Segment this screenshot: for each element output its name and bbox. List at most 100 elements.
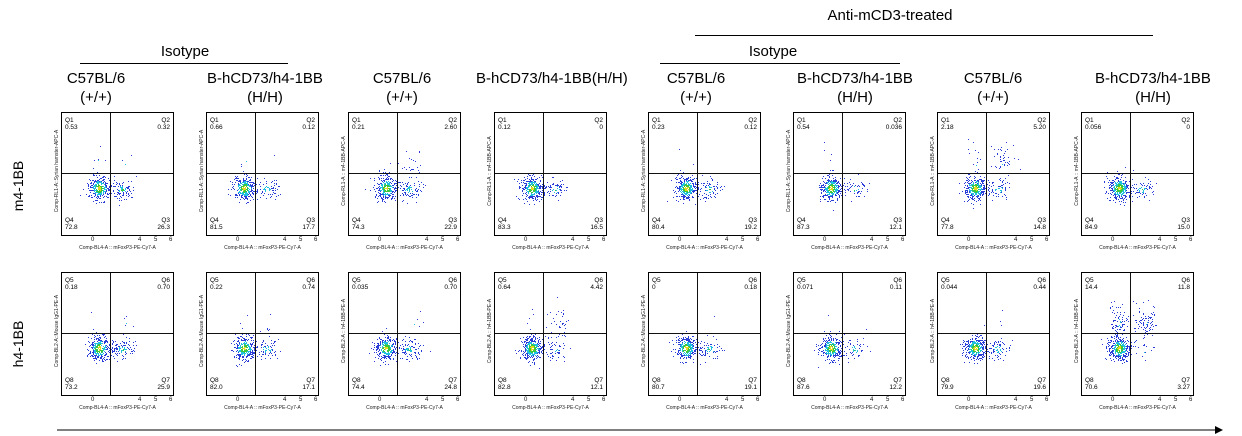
event-dot [395, 187, 396, 189]
event-dot [688, 188, 690, 190]
event-dot [1136, 187, 1138, 189]
event-dot [410, 195, 412, 197]
event-dot [410, 188, 412, 190]
event-dot [532, 188, 533, 190]
event-dot [111, 339, 113, 341]
event-dot [246, 334, 248, 335]
event-dot [837, 194, 839, 196]
event-dot [387, 190, 389, 192]
quadrant-label-q2: Q2 0.12 [302, 117, 315, 131]
event-dot [995, 190, 997, 192]
event-dot [978, 151, 980, 153]
quadrant-label-q8: Q8 82.0 [210, 377, 223, 391]
event-dot [278, 194, 280, 196]
event-dot [90, 355, 92, 357]
event-dot [681, 191, 682, 193]
row-label-m4-1bb: m4-1BB [10, 160, 26, 212]
event-dot [125, 164, 127, 166]
event-dot [259, 181, 261, 183]
event-dot [679, 186, 681, 188]
x-tick-label: 6 [756, 237, 760, 243]
event-dot [982, 184, 984, 186]
event-dot [535, 191, 537, 193]
quadrant-name: Q4 [352, 217, 361, 224]
event-dot [1128, 185, 1130, 187]
event-dot [124, 345, 126, 347]
event-dot [972, 195, 974, 197]
event-dot [98, 187, 100, 189]
event-dot [409, 187, 411, 189]
event-dot [113, 349, 115, 351]
event-dot [119, 184, 121, 186]
event-dot [533, 203, 535, 205]
quadrant-label-q3: Q3 26.3 [157, 217, 170, 231]
event-dot [1009, 187, 1011, 189]
event-dot [691, 192, 692, 194]
x-tick-label: 4 [283, 237, 287, 243]
event-dot [1003, 183, 1005, 185]
event-dot [999, 156, 1001, 158]
event-dot [124, 341, 125, 343]
event-dot [103, 181, 105, 183]
event-dot [88, 337, 90, 339]
event-dot [118, 190, 120, 192]
event-dot [122, 194, 124, 196]
event-dot [1145, 193, 1146, 194]
event-dot [1132, 200, 1133, 202]
event-dot [821, 188, 823, 190]
event-dot [710, 176, 711, 178]
event-dot [257, 356, 259, 357]
event-dot [374, 347, 376, 349]
event-dot [251, 343, 253, 344]
event-dot [401, 185, 403, 187]
event-dot [980, 176, 982, 178]
event-dot [91, 183, 93, 184]
event-dot [97, 187, 99, 188]
plot-area: Q1 0.23 Q2 0.12 Q4 80.4 Q3 19.2 [648, 112, 761, 236]
event-dot [250, 185, 251, 187]
event-dot [525, 186, 527, 188]
column-name: C57BL/6 [372, 70, 432, 87]
event-dot [818, 187, 820, 189]
event-dot [530, 190, 531, 192]
event-dot [239, 185, 241, 187]
event-dot [981, 191, 983, 193]
event-dot [1004, 186, 1006, 188]
event-dot [681, 188, 683, 190]
event-dot [1126, 195, 1128, 197]
event-dot [392, 187, 394, 189]
event-dot [832, 192, 834, 194]
event-dot [1001, 195, 1003, 197]
event-dot [409, 355, 411, 357]
event-dot [276, 357, 278, 359]
event-dot [534, 185, 536, 187]
event-dot [976, 180, 978, 182]
event-dot [972, 183, 974, 185]
event-dot [832, 196, 833, 198]
event-dot [693, 186, 694, 188]
event-dot [698, 189, 700, 191]
event-dot [969, 194, 971, 196]
quadrant-value: 12.1 [889, 224, 902, 231]
event-dot [972, 164, 974, 166]
event-dot [87, 195, 89, 197]
event-dot [987, 195, 989, 197]
event-dot [1120, 204, 1121, 206]
event-dot [1142, 191, 1144, 193]
event-dot [106, 186, 108, 188]
event-dot [249, 185, 250, 187]
event-dot [1002, 181, 1003, 182]
event-dot [1149, 183, 1151, 185]
event-dot [524, 188, 526, 190]
event-dot [394, 349, 396, 350]
event-dot [95, 352, 97, 354]
event-dot [999, 180, 1001, 182]
event-dot [387, 193, 389, 195]
event-dot [1123, 188, 1125, 190]
event-dot [836, 185, 838, 187]
event-dot [383, 181, 385, 183]
event-dot [536, 196, 538, 198]
event-dot [692, 191, 694, 193]
event-dot [833, 190, 835, 192]
event-dot [125, 187, 127, 189]
